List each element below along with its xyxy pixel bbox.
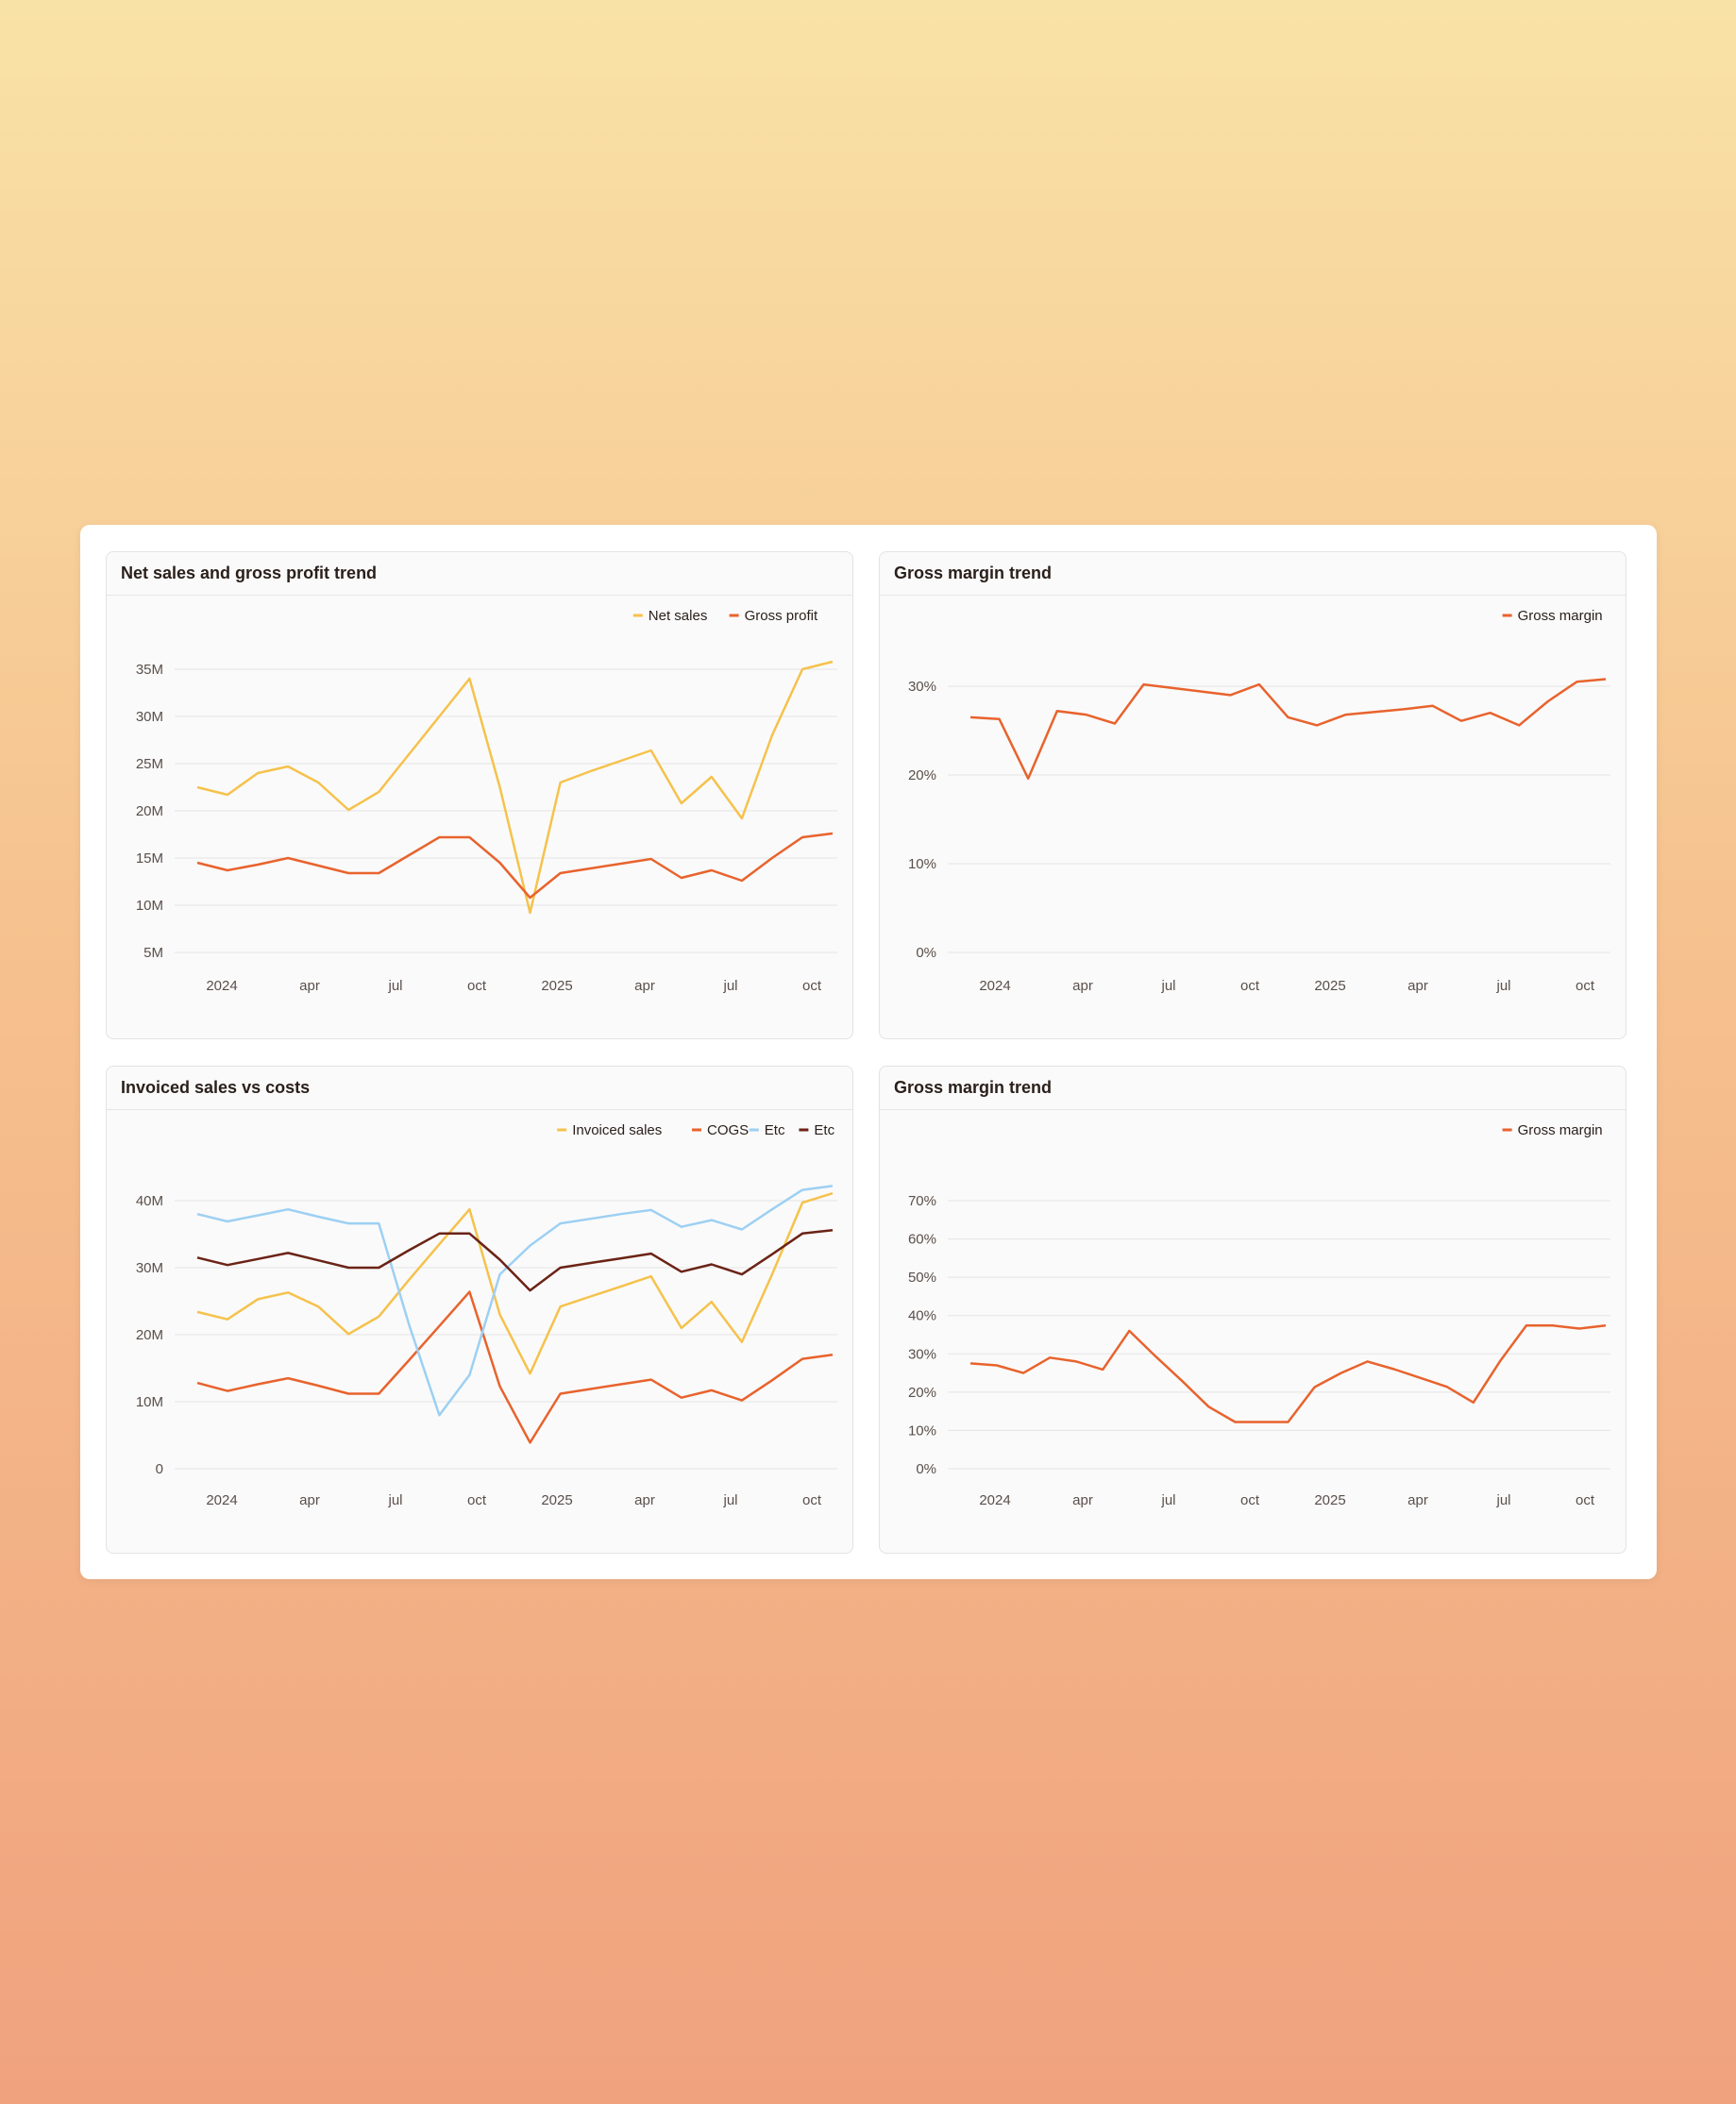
legend-label: Gross margin	[1518, 608, 1603, 624]
y-tick-label: 30M	[136, 709, 163, 725]
legend-label: Etc	[814, 1122, 834, 1138]
x-tick-label: 2024	[979, 978, 1010, 994]
y-tick-label: 10M	[136, 898, 163, 914]
legend: Gross margin	[1502, 1122, 1603, 1138]
legend-label: Net sales	[649, 608, 708, 624]
y-tick-label: 20M	[136, 1327, 163, 1343]
net-sales-chart: 5M 10M 15M 20M 25M 30M 35M 2024 apr jul oct 2025 apr…	[136, 608, 837, 994]
y-tick-label: 10%	[908, 856, 936, 872]
x-tick-label: apr	[299, 978, 320, 994]
gross-margin-chart: 0% 10% 20% 30% 2024 apr jul oct 2025 apr jul oct Gro…	[908, 608, 1610, 994]
chart-title: Invoiced sales vs costs	[121, 1078, 311, 1097]
chart-card-net-sales: Net sales and gross profit trend 5M 10M 15…	[106, 551, 853, 1039]
series-line-0	[196, 1192, 834, 1375]
y-tick-label: 50%	[908, 1270, 936, 1286]
series-line-1	[196, 832, 834, 900]
x-tick-label: apr	[1072, 978, 1093, 994]
x-tick-label: jul	[1495, 1492, 1510, 1508]
x-tick-label: 2024	[979, 1492, 1010, 1508]
y-tick-label: 20M	[136, 803, 163, 819]
x-tick-label: jul	[387, 978, 402, 994]
dashboard-board: Net sales and gross profit trend 5M 10M 15…	[80, 525, 1657, 1579]
y-tick-label: 30%	[908, 1346, 936, 1362]
legend-label: Gross margin	[1518, 1122, 1603, 1138]
legend: Etc Etc COGS Invoiced sales	[557, 1122, 835, 1138]
y-tick-label: 5M	[143, 945, 163, 961]
y-tick-label: 20%	[908, 767, 936, 783]
y-tick-label: 70%	[908, 1193, 936, 1209]
series-line-0	[969, 678, 1607, 781]
x-tick-label: 2025	[541, 1492, 572, 1508]
y-tick-label: 10M	[136, 1394, 163, 1410]
chart-title: Gross margin trend	[894, 564, 1053, 582]
x-tick-label: oct	[1576, 1492, 1595, 1508]
x-tick-label: jul	[387, 1492, 402, 1508]
series-line-0	[196, 660, 834, 915]
card-header: Net sales and gross profit trend	[107, 552, 852, 596]
x-tick-label: apr	[1407, 978, 1428, 994]
y-tick-label: 30M	[136, 1260, 163, 1276]
legend-label: Gross profit	[745, 608, 818, 624]
gross-margin-chart: 0% 10% 20% 30% 40% 50% 60% 70% 2024 apr jul oct 2025…	[908, 1122, 1610, 1508]
y-tick-label: 0	[156, 1461, 163, 1477]
card-header: Invoiced sales vs costs	[107, 1067, 852, 1110]
card-header: Gross margin trend	[880, 552, 1626, 596]
x-tick-label: oct	[1576, 978, 1595, 994]
x-tick-label: jul	[1495, 978, 1510, 994]
legend: Gross profit Net sales	[632, 608, 818, 624]
x-tick-label: 2025	[1314, 978, 1345, 994]
legend: Gross margin	[1502, 608, 1603, 624]
series-line-0	[969, 1324, 1607, 1423]
chart-card-gross-margin-top: Gross margin trend 0% 10% 20% 30% 2024 apr jul…	[879, 551, 1626, 1039]
x-tick-label: oct	[467, 978, 487, 994]
y-tick-label: 25M	[136, 756, 163, 772]
series-line-1	[196, 1290, 834, 1444]
x-tick-label: apr	[1407, 1492, 1428, 1508]
y-tick-label: 20%	[908, 1385, 936, 1401]
y-tick-label: 35M	[136, 662, 163, 678]
legend-label: COGS	[707, 1122, 749, 1138]
x-tick-label: jul	[1160, 978, 1175, 994]
legend-label: Etc	[765, 1122, 785, 1138]
x-tick-label: oct	[1240, 978, 1260, 994]
chart-title: Gross margin trend	[894, 1078, 1053, 1097]
chart-card-gross-margin-bottom: Gross margin trend 0% 10% 20% 30% 40% 50% 60% 7…	[879, 1066, 1626, 1554]
x-tick-label: oct	[467, 1492, 487, 1508]
x-tick-label: apr	[634, 1492, 655, 1508]
x-tick-label: 2025	[541, 978, 572, 994]
x-tick-label: apr	[634, 978, 655, 994]
x-tick-label: apr	[299, 1492, 320, 1508]
x-tick-label: oct	[802, 1492, 822, 1508]
series-line-2	[196, 1185, 834, 1417]
chart-card-invoiced-sales: Invoiced sales vs costs 0 10M 20M 30M 40M 202…	[106, 1066, 853, 1554]
x-tick-label: jul	[722, 1492, 737, 1508]
series-line-3	[196, 1228, 834, 1292]
x-tick-label: apr	[1072, 1492, 1093, 1508]
x-tick-label: 2024	[206, 1492, 237, 1508]
y-tick-label: 0%	[916, 945, 936, 961]
y-tick-label: 40M	[136, 1193, 163, 1209]
x-tick-label: oct	[1240, 1492, 1260, 1508]
invoiced-sales-chart: 0 10M 20M 30M 40M 2024 apr jul oct 2025 apr jul oct E…	[136, 1122, 837, 1508]
y-tick-label: 60%	[908, 1232, 936, 1248]
x-tick-label: 2025	[1314, 1492, 1345, 1508]
y-tick-label: 30%	[908, 679, 936, 695]
legend-label: Invoiced sales	[572, 1122, 662, 1138]
x-tick-label: jul	[722, 978, 737, 994]
x-tick-label: jul	[1160, 1492, 1175, 1508]
y-tick-label: 0%	[916, 1461, 936, 1477]
chart-title: Net sales and gross profit trend	[121, 564, 378, 582]
x-tick-label: 2024	[206, 978, 237, 994]
x-tick-label: oct	[802, 978, 822, 994]
y-tick-label: 40%	[908, 1308, 936, 1324]
y-tick-label: 15M	[136, 850, 163, 867]
card-header: Gross margin trend	[880, 1067, 1626, 1110]
y-tick-label: 10%	[908, 1422, 936, 1439]
